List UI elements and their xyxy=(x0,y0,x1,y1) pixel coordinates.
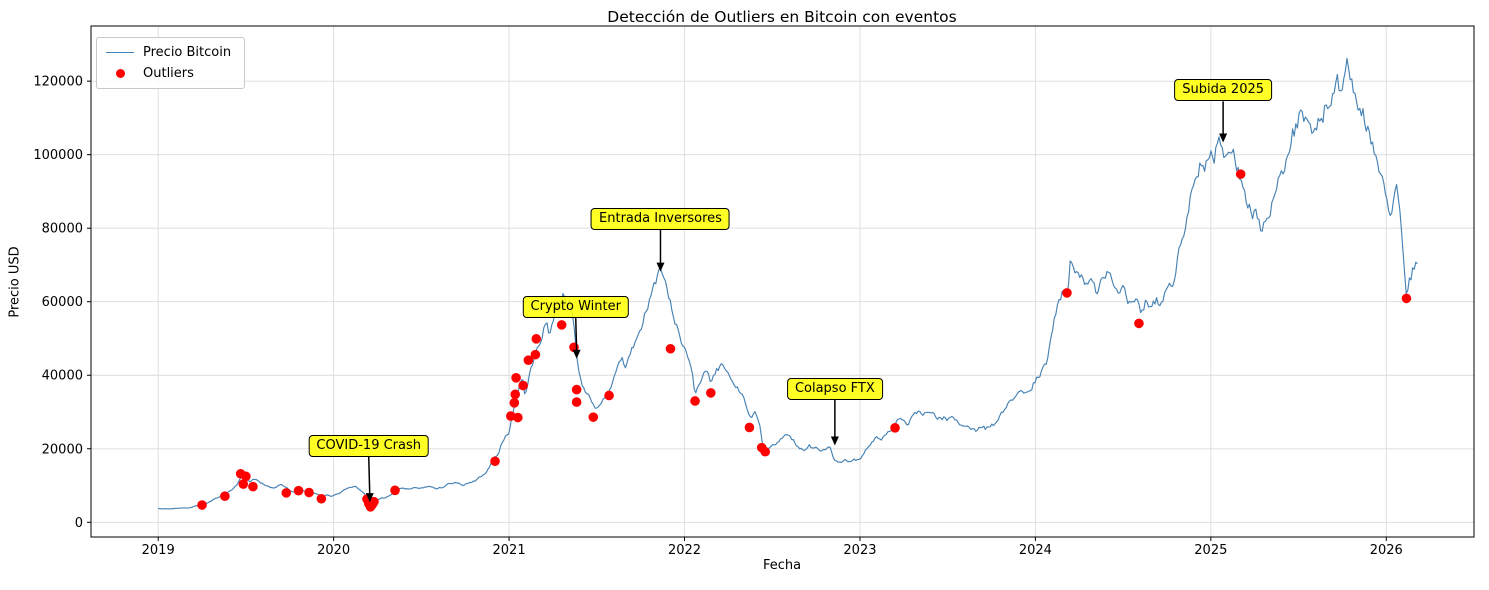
grid-lines xyxy=(91,26,1474,537)
svg-text:2023: 2023 xyxy=(843,543,876,558)
line-swatch-icon xyxy=(106,52,134,53)
svg-text:80000: 80000 xyxy=(42,222,83,237)
x-axis-label: Fecha xyxy=(762,558,802,573)
svg-text:2019: 2019 xyxy=(142,543,175,558)
outlier-points xyxy=(197,169,1412,512)
annotation-entrada-inversores: Entrada Inversores xyxy=(591,208,730,230)
svg-text:2020: 2020 xyxy=(317,543,350,558)
legend-item-outliers: Outliers xyxy=(106,66,231,81)
svg-text:40000: 40000 xyxy=(42,369,83,384)
legend-label-outliers: Outliers xyxy=(143,66,194,81)
axis-ticks xyxy=(87,80,1387,541)
legend-item-precio-bitcoin: Precio Bitcoin xyxy=(106,45,231,60)
svg-text:2021: 2021 xyxy=(493,543,526,558)
svg-text:20000: 20000 xyxy=(42,442,83,457)
legend: Precio Bitcoin Outliers xyxy=(96,37,246,89)
annotation-arrows xyxy=(365,101,1228,503)
annotation-subida-2025: Subida 2025 xyxy=(1174,79,1273,102)
chart-title: Detección de Outliers en Bitcoin con eve… xyxy=(607,8,957,26)
annotation-crypto-winter: Crypto Winter xyxy=(522,295,629,318)
svg-text:120000: 120000 xyxy=(33,75,83,90)
tick-labels: 2019 2020 2021 2022 2023 2024 2025 2026 0 20000 40… xyxy=(33,75,1402,558)
svg-text:2024: 2024 xyxy=(1019,543,1052,558)
annotation-covid-19-crash: COVID-19 Crash xyxy=(308,434,430,457)
outlier-dot-icon xyxy=(106,69,134,78)
y-axis-label: Precio USD xyxy=(7,246,23,318)
svg-text:0: 0 xyxy=(75,516,83,531)
svg-text:100000: 100000 xyxy=(33,148,83,163)
svg-text:2022: 2022 xyxy=(668,543,701,558)
svg-text:2026: 2026 xyxy=(1370,543,1403,558)
plot-border xyxy=(90,25,1475,538)
legend-label-precio-bitcoin: Precio Bitcoin xyxy=(143,45,232,60)
svg-text:2025: 2025 xyxy=(1194,543,1227,558)
annotation-colapso-ftx: Colapso FTX xyxy=(786,377,883,400)
svg-text:60000: 60000 xyxy=(42,295,83,310)
